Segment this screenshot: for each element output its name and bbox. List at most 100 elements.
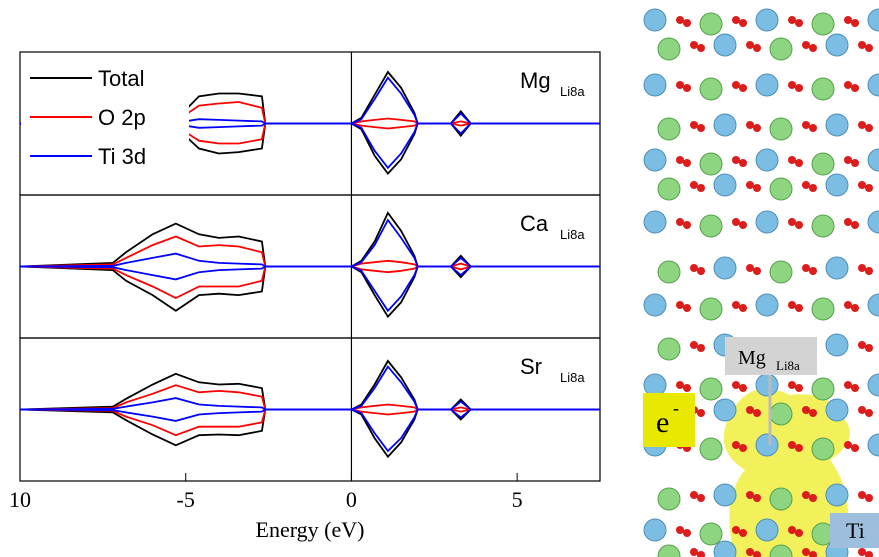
atom-o: [851, 384, 859, 392]
atom-ti: [826, 334, 848, 356]
atom-ti: [714, 114, 736, 136]
atom-o: [690, 121, 698, 129]
atom-ti: [644, 294, 666, 316]
atom-o: [858, 181, 866, 189]
atom-o: [697, 44, 705, 52]
atom-o: [851, 159, 859, 167]
atom-li: [700, 378, 722, 400]
atom-o: [865, 44, 873, 52]
atom-o: [690, 548, 698, 556]
x-tick-label: 10: [9, 487, 31, 512]
dos-line: [20, 385, 600, 409]
dos-line: [20, 410, 600, 452]
atom-o: [844, 16, 852, 24]
atom-o: [683, 19, 691, 27]
atom-o: [676, 81, 684, 89]
atom-o: [676, 156, 684, 164]
atom-o: [795, 384, 803, 392]
atom-li: [658, 38, 680, 60]
atom-ti: [644, 519, 666, 541]
atom-o: [851, 84, 859, 92]
atom-ti: [644, 149, 666, 171]
atom-o: [795, 304, 803, 312]
figure: MgLi8ae-Ti MgLi8aTotalO 2pTi 3dCaLi8aSrL…: [0, 0, 879, 557]
x-tick-label: 0: [346, 487, 357, 512]
atom-o: [753, 409, 761, 417]
atom-o: [788, 156, 796, 164]
atom-o: [865, 267, 873, 275]
atom-o: [865, 344, 873, 352]
atom-o: [739, 304, 747, 312]
atom-li: [812, 153, 834, 175]
atom-ti: [714, 399, 736, 421]
atom-o: [858, 341, 866, 349]
atom-o: [858, 264, 866, 272]
atom-o: [739, 444, 747, 452]
atom-li: [658, 178, 680, 200]
atom-o: [788, 218, 796, 226]
atom-o: [795, 221, 803, 229]
atom-o: [858, 121, 866, 129]
atom-o: [732, 81, 740, 89]
atom-ti: [644, 211, 666, 233]
dos-plot: MgLi8aTotalO 2pTi 3dCaLi8aSrLi8a10-505En…: [9, 52, 600, 542]
atom-li: [812, 298, 834, 320]
dos-line: [20, 410, 600, 457]
atom-o: [858, 406, 866, 414]
atom-o: [753, 184, 761, 192]
x-tick-label: -5: [177, 487, 195, 512]
atom-o: [753, 124, 761, 132]
atom-o: [739, 384, 747, 392]
electron-label: e: [656, 406, 669, 439]
dopant-label: Mg: [738, 347, 766, 369]
atom-ti: [826, 114, 848, 136]
x-tick-label: 5: [512, 487, 523, 512]
atom-o: [746, 406, 754, 414]
atom-li: [812, 78, 834, 100]
atom-o: [676, 218, 684, 226]
atom-o: [802, 181, 810, 189]
atom-o: [732, 156, 740, 164]
atom-ti: [756, 519, 778, 541]
atom-o: [844, 441, 852, 449]
atom-o: [739, 159, 747, 167]
atom-o: [795, 84, 803, 92]
atom-ti: [714, 174, 736, 196]
atom-o: [809, 409, 817, 417]
atom-o: [865, 124, 873, 132]
atom-o: [844, 301, 852, 309]
atom-o: [753, 494, 761, 502]
atom-o: [851, 19, 859, 27]
atom-o: [676, 301, 684, 309]
atom-o: [809, 267, 817, 275]
atom-ti: [714, 257, 736, 279]
dopant-sub: Li8a: [776, 358, 800, 373]
atom-o: [690, 264, 698, 272]
atom-o: [746, 548, 754, 556]
dos-line: [20, 367, 600, 410]
atom-o: [788, 16, 796, 24]
atom-label: Ti: [846, 518, 865, 543]
atom-o: [676, 381, 684, 389]
atom-ti: [756, 74, 778, 96]
atom-o: [732, 16, 740, 24]
atom-ti: [756, 434, 778, 456]
atom-li: [658, 488, 680, 510]
dos-line: [20, 267, 600, 299]
atom-ti: [714, 484, 736, 506]
atom-ti: [756, 294, 778, 316]
atom-o: [802, 121, 810, 129]
panel-label: Sr: [520, 354, 542, 379]
atom-o: [844, 81, 852, 89]
atom-o: [732, 301, 740, 309]
atom-li: [770, 178, 792, 200]
atom-o: [795, 19, 803, 27]
atom-ti: [826, 484, 848, 506]
atom-ti: [756, 374, 778, 396]
atom-ti: [644, 374, 666, 396]
atom-o: [809, 494, 817, 502]
atom-o: [676, 16, 684, 24]
atom-o: [844, 218, 852, 226]
atom-li: [812, 438, 834, 460]
